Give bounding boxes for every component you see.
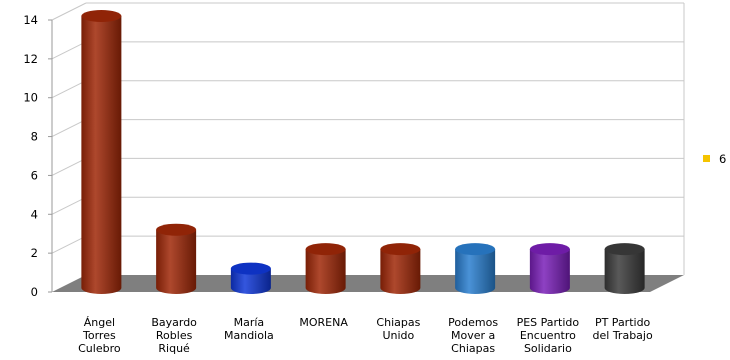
gridline-depth: [51, 80, 87, 99]
x-axis: Ángel Torres Culebro Bayardo Robles Riqué Marí…: [78, 316, 653, 355]
x-tick-label: Ángel Torres Culebro: [78, 316, 121, 355]
bar-body: [455, 249, 496, 294]
bar-body: [156, 229, 197, 294]
bar: [81, 10, 122, 294]
x-tick-label: PES Partido Encuentro Solidario: [517, 316, 580, 355]
bar: [604, 243, 645, 294]
bar-top: [230, 262, 271, 275]
bar-body: [529, 249, 570, 294]
y-tick-label: 0: [31, 285, 38, 299]
bar-body: [604, 249, 645, 294]
y-tick-label: 4: [31, 207, 38, 221]
bar: [529, 243, 570, 294]
bar-top: [604, 243, 645, 256]
gridline-depth: [51, 41, 87, 60]
x-tick-label: Chiapas Unido: [376, 316, 420, 342]
bar-body: [230, 268, 271, 294]
y-tick-label: 6: [31, 168, 38, 182]
bar-body: [305, 249, 346, 294]
bar: [230, 262, 271, 294]
bar-top: [455, 243, 496, 256]
gridline-depth: [51, 235, 87, 254]
x-tick-label: MORENA: [299, 316, 348, 329]
chart-floor: [52, 275, 684, 292]
bars: [81, 10, 645, 294]
bar: [156, 223, 197, 294]
bar-top: [81, 10, 122, 22]
legend: 6: [703, 152, 726, 166]
bar: [380, 243, 421, 294]
legend-label: 6: [719, 152, 726, 166]
y-tick-label: 14: [23, 13, 38, 27]
x-tick-label: María Mandiola: [224, 316, 274, 342]
bar-top: [305, 243, 346, 256]
y-tick-label: 10: [23, 91, 38, 105]
bar-top: [380, 243, 421, 256]
gridline-depth: [51, 2, 87, 21]
legend-swatch: [703, 155, 710, 162]
x-tick-label: Podemos Mover a Chiapas: [448, 316, 498, 355]
bar: [455, 243, 496, 294]
gridlines: [51, 2, 685, 275]
x-tick-label: PT Partido del Trabajo: [593, 316, 653, 342]
bar-top: [529, 243, 570, 256]
bar-body: [81, 16, 122, 294]
floor-plane: [52, 275, 684, 292]
y-axis: 0 2 4 6 8 10 12 14: [23, 13, 53, 299]
x-tick-label: Bayardo Robles Riqué: [151, 316, 197, 355]
bar: [305, 243, 346, 294]
gridline-depth: [51, 119, 87, 138]
y-tick-label: 12: [23, 52, 38, 66]
gridline-depth: [51, 196, 87, 215]
bar-top: [156, 223, 197, 236]
y-tick-label: 8: [31, 130, 38, 144]
gridline-depth: [51, 157, 87, 176]
bar-body: [380, 249, 421, 294]
y-tick-label: 2: [31, 246, 38, 260]
